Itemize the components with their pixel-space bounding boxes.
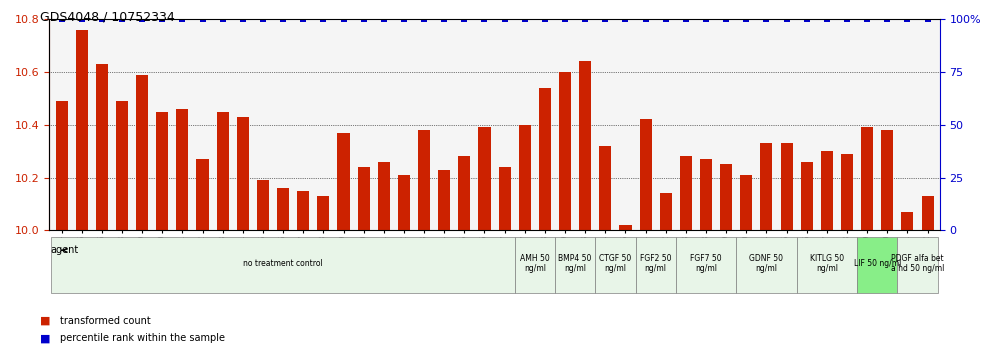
Bar: [96, 64, 108, 230]
Bar: [478, 127, 491, 230]
Bar: [196, 159, 208, 230]
Bar: [559, 72, 571, 230]
Text: ■: ■: [40, 316, 51, 326]
Text: BMP4 50
ng/ml: BMP4 50 ng/ml: [559, 254, 592, 273]
Bar: [659, 193, 671, 230]
Bar: [841, 154, 853, 230]
Bar: [56, 101, 68, 230]
Bar: [781, 143, 793, 230]
Bar: [318, 196, 330, 230]
Bar: [76, 30, 88, 230]
Bar: [760, 143, 773, 230]
Bar: [217, 112, 229, 230]
Bar: [676, 237, 736, 293]
Bar: [338, 133, 350, 230]
Text: percentile rank within the sample: percentile rank within the sample: [60, 333, 225, 343]
Bar: [418, 130, 430, 230]
Bar: [801, 162, 813, 230]
Bar: [921, 196, 933, 230]
Text: KITLG 50
ng/ml: KITLG 50 ng/ml: [810, 254, 844, 273]
Text: FGF7 50
ng/ml: FGF7 50 ng/ml: [690, 254, 722, 273]
Text: transformed count: transformed count: [60, 316, 150, 326]
Bar: [257, 180, 269, 230]
Bar: [358, 167, 370, 230]
Bar: [821, 151, 833, 230]
Bar: [176, 109, 188, 230]
Bar: [596, 237, 635, 293]
Bar: [881, 130, 893, 230]
Bar: [52, 237, 515, 293]
Bar: [377, 162, 389, 230]
Bar: [639, 119, 651, 230]
Bar: [539, 88, 551, 230]
Text: no treatment control: no treatment control: [243, 259, 323, 268]
Bar: [579, 61, 592, 230]
Bar: [438, 170, 450, 230]
Bar: [555, 237, 596, 293]
Text: ■: ■: [40, 333, 51, 343]
Text: GDS4048 / 10752334: GDS4048 / 10752334: [40, 11, 174, 24]
Text: AMH 50
ng/ml: AMH 50 ng/ml: [520, 254, 550, 273]
Bar: [635, 237, 676, 293]
Bar: [237, 117, 249, 230]
Bar: [600, 146, 612, 230]
Text: CTGF 50
ng/ml: CTGF 50 ng/ml: [600, 254, 631, 273]
Bar: [720, 164, 732, 230]
Bar: [901, 212, 913, 230]
Text: PDGF alfa bet
a hd 50 ng/ml: PDGF alfa bet a hd 50 ng/ml: [890, 254, 944, 273]
Text: LIF 50 ng/ml: LIF 50 ng/ml: [854, 259, 901, 268]
Bar: [736, 237, 797, 293]
Bar: [897, 237, 937, 293]
Bar: [797, 237, 858, 293]
Bar: [277, 188, 289, 230]
Text: GDNF 50
ng/ml: GDNF 50 ng/ml: [749, 254, 784, 273]
Bar: [136, 74, 148, 230]
Bar: [515, 237, 555, 293]
Text: agent: agent: [51, 245, 79, 255]
Bar: [680, 156, 692, 230]
Bar: [519, 125, 531, 230]
Bar: [297, 191, 310, 230]
Bar: [620, 225, 631, 230]
Bar: [156, 112, 168, 230]
Bar: [397, 175, 410, 230]
Bar: [740, 175, 752, 230]
Bar: [700, 159, 712, 230]
Bar: [499, 167, 511, 230]
Bar: [862, 127, 873, 230]
Bar: [858, 237, 897, 293]
Bar: [116, 101, 128, 230]
Bar: [458, 156, 470, 230]
Text: FGF2 50
ng/ml: FGF2 50 ng/ml: [640, 254, 671, 273]
